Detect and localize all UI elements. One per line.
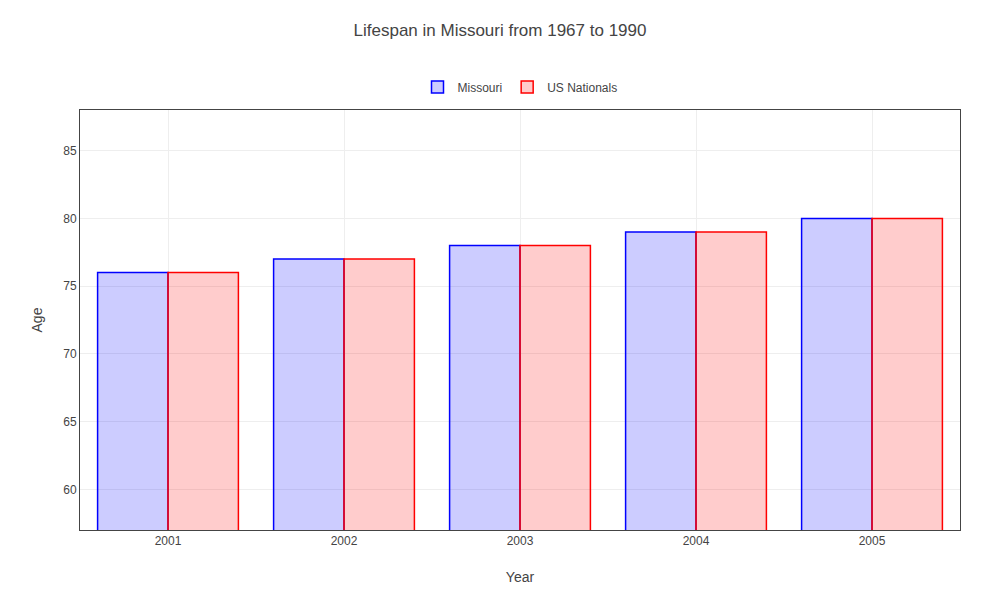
svg-text:2002: 2002	[331, 534, 358, 548]
svg-text:Year: Year	[506, 569, 535, 585]
svg-text:Missouri: Missouri	[458, 81, 503, 95]
svg-text:75: 75	[63, 279, 77, 293]
svg-text:2004: 2004	[683, 534, 710, 548]
svg-text:Age: Age	[29, 307, 45, 332]
svg-text:70: 70	[63, 347, 77, 361]
svg-text:2005: 2005	[859, 534, 886, 548]
svg-text:85: 85	[63, 144, 77, 158]
svg-text:2001: 2001	[155, 534, 182, 548]
svg-text:65: 65	[63, 415, 77, 429]
svg-text:Lifespan in Missouri from 1967: Lifespan in Missouri from 1967 to 1990	[354, 21, 647, 40]
svg-text:2003: 2003	[507, 534, 534, 548]
svg-text:60: 60	[63, 483, 77, 497]
svg-text:US Nationals: US Nationals	[547, 81, 617, 95]
svg-text:80: 80	[63, 212, 77, 226]
